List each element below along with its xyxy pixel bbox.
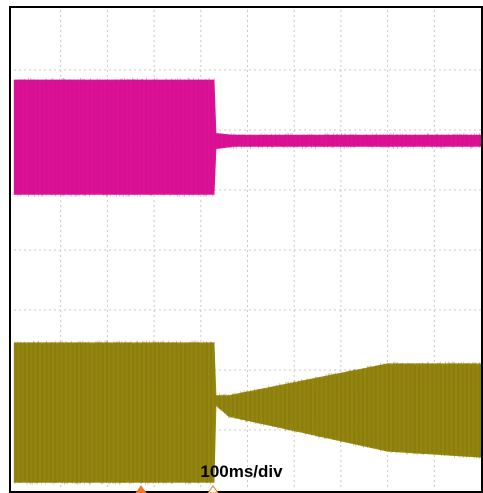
trigger-markers: [135, 485, 219, 493]
screen-border: [9, 6, 483, 493]
timebase-label: 100ms/div: [200, 462, 283, 481]
trigger-marker-outline: [207, 485, 219, 493]
trace-texture-1: [13, 77, 481, 197]
traces: [13, 77, 481, 485]
trace-texture-2: [13, 340, 481, 485]
trigger-marker-filled: [135, 485, 147, 493]
